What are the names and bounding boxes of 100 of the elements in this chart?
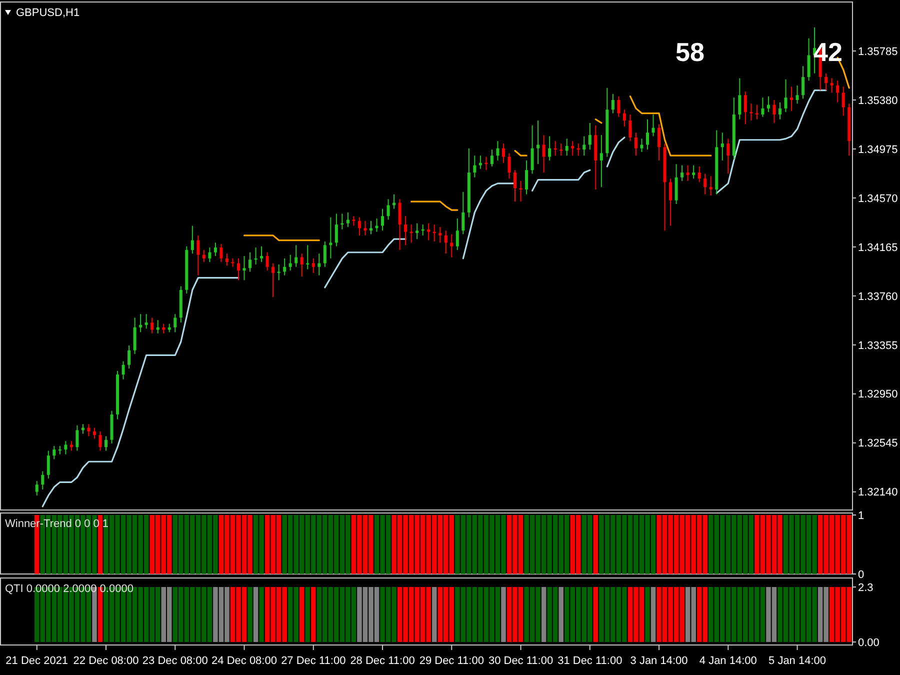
candlestick [582,136,586,156]
candlestick [46,450,50,480]
x-tick-label: 23 Dec 08:00 [142,655,208,667]
candlestick [174,314,177,333]
candlestick [502,143,505,164]
candlestick [720,132,724,161]
candlestick [658,124,661,161]
candlestick [790,86,794,112]
candlestick [709,176,712,196]
candlestick [369,220,372,235]
candlestick [588,122,592,150]
candlestick [807,38,810,82]
candlestick [784,78,788,113]
x-tick-label: 22 Dec 08:00 [73,655,139,667]
candlestick [150,317,154,334]
candlestick [514,170,517,202]
candlestick [508,152,511,180]
candlestick [208,247,212,263]
candlestick [162,323,166,334]
candlestick [450,234,454,258]
x-tick-label: 27 Dec 11:00 [281,655,346,667]
candlestick [766,96,770,113]
candlestick [525,160,528,195]
candlestick [761,97,764,118]
candlestick [398,198,402,250]
candlestick [571,140,574,156]
candlestick [674,164,678,204]
x-tick-label: 28 Dec 11:00 [350,655,415,667]
candlestick [640,138,644,152]
candlestick [824,72,828,91]
y-tick-label: 1.32545 [858,438,898,450]
x-tick-label: 5 Jan 14:00 [768,655,826,667]
x-tick-label: 4 Jan 14:00 [699,655,757,667]
candlestick [628,114,632,142]
candlestick [802,66,805,100]
candlestick [830,78,834,94]
candlestick [128,345,131,369]
candlestick [156,320,160,334]
y-tick-label: 1.33760 [858,290,898,303]
y-tick-label: 1.34165 [858,242,898,254]
x-tick-label: 21 Dec 2021 [6,655,68,667]
candlestick [692,164,696,180]
candlestick [617,96,620,118]
candlestick [565,138,568,156]
candlestick [76,424,79,452]
y-tick-label: 1 [858,510,864,522]
candlestick [312,258,315,274]
candlestick [836,80,840,103]
candlestick [288,254,292,272]
candlestick [652,114,655,137]
candlestick [272,262,275,298]
x-tick-label: 30 Dec 11:00 [488,655,554,667]
candlestick [416,222,419,240]
candlestick [386,198,390,220]
x-tick-label: 29 Dec 11:00 [419,655,484,667]
candlestick [35,480,38,496]
y-tick-label: 1.34570 [858,192,898,205]
candlestick [92,427,96,440]
candlestick [634,132,638,156]
text: GBPUSD,H1 [16,7,80,19]
candlestick [329,216,332,259]
candlestick [478,155,482,170]
y-tick-label: 1.32140 [858,486,898,499]
candlestick [669,178,672,226]
x-tick-label: 24 Dec 08:00 [212,655,277,667]
candlestick [646,118,649,150]
y-tick-label: 1.34975 [858,144,898,156]
candlestick [796,84,799,104]
candlestick [294,244,298,268]
y-tick-label: 1.35785 [858,46,898,58]
candlestick [726,138,730,174]
candlestick [334,213,338,247]
candlestick [70,440,73,452]
candlestick [196,234,200,276]
candlestick [622,109,626,128]
candlestick [225,253,228,266]
candlestick [462,191,465,235]
candlestick [144,314,148,330]
candlestick [220,243,223,263]
candlestick [704,173,707,195]
candlestick [346,212,350,228]
candlestick [202,249,206,263]
candlestick [352,216,356,226]
y-tick-label: 0.00 [858,636,880,649]
candlestick [404,216,408,246]
candlestick [104,436,108,452]
candlestick [750,103,753,122]
candlestick [686,164,690,182]
candlestick [381,208,384,232]
candlestick [438,226,442,244]
candlestick [548,136,552,161]
x-tick-label: 3 Jan 14:00 [630,655,688,667]
y-tick-label: 1.33355 [858,340,898,352]
candlestick [318,253,321,276]
candlestick [237,258,240,281]
candlestick [283,258,286,276]
candlestick [122,360,125,380]
candlestick [530,124,534,174]
candlestick [266,252,269,272]
candlestick [364,220,367,236]
